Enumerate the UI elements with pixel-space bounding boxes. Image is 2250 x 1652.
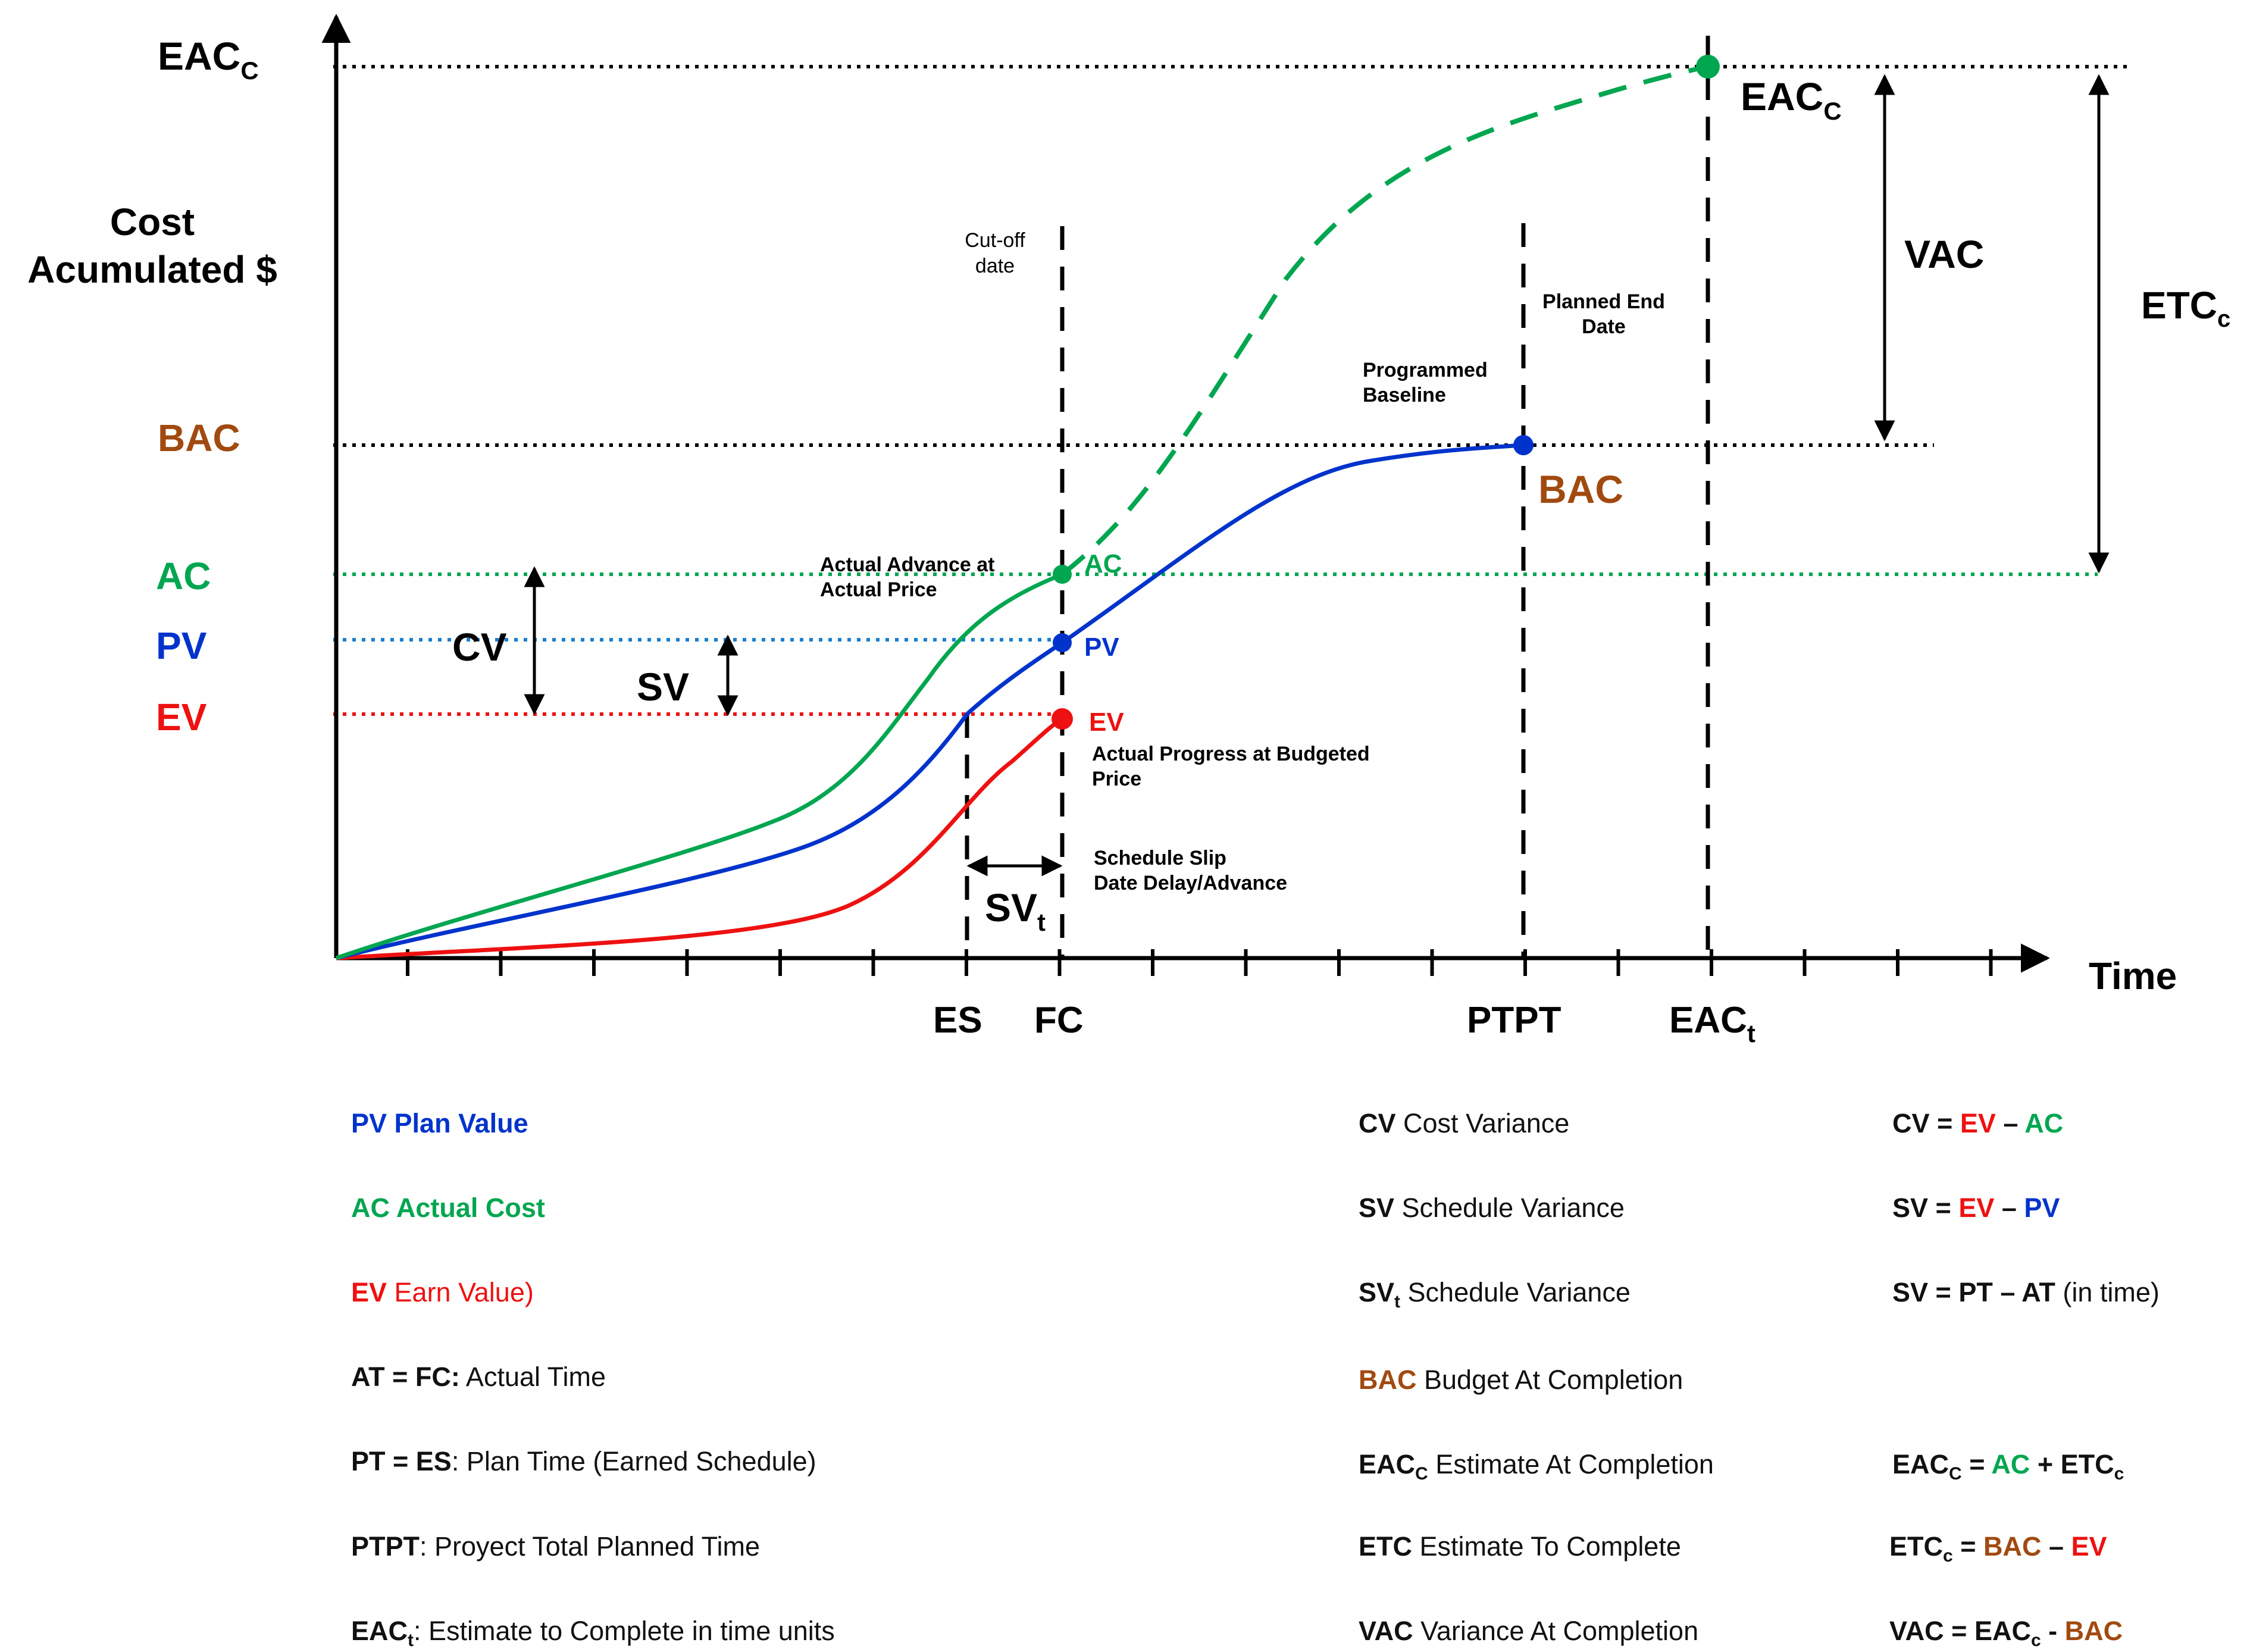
cutoff-label-line1: Cut-off — [965, 229, 1025, 252]
planned-end-label-line1: Planned End — [1542, 290, 1665, 313]
actual-advance-line2: Actual Price — [820, 578, 937, 601]
actual-progress-line1: Actual Progress at Budgeted — [1092, 743, 1370, 765]
point-label-bac: BAC — [1538, 467, 1623, 511]
pv-curve — [336, 443, 1524, 960]
actual-advance-line1: Actual Advance at — [820, 553, 995, 576]
label-vac: VAC — [1904, 232, 1984, 276]
schedule-slip-line1: Schedule Slip — [1094, 847, 1226, 869]
label-fc: FC — [1034, 1000, 1084, 1041]
eac-point — [1696, 55, 1720, 79]
eac-forecast-curve — [1060, 64, 1708, 577]
ac-curve — [335, 572, 1063, 960]
bac-point — [1513, 435, 1534, 455]
programmed-label-line1: Programmed — [1363, 359, 1488, 381]
ev-point — [1052, 708, 1073, 730]
ev-curve — [336, 717, 1063, 960]
programmed-label-line2: Baseline — [1363, 384, 1446, 406]
label-ac-level: AC — [156, 555, 211, 597]
label-ev-level: EV — [156, 696, 207, 739]
x-axis-title: Time — [2089, 955, 2177, 997]
y-axis-title-line1: Cost — [110, 201, 195, 243]
label-pv-level: PV — [156, 624, 207, 667]
planned-end-label-line2: Date — [1582, 315, 1626, 338]
x-axis-ticks — [406, 949, 1993, 976]
label-etc: ETCc — [2141, 284, 2230, 332]
point-label-ev: EV — [1089, 708, 1124, 737]
label-es: ES — [933, 1000, 982, 1041]
label-ptpt: PTPT — [1467, 1000, 1561, 1041]
label-eacc-level: EACC — [158, 34, 259, 85]
label-eact: EACt — [1669, 1000, 1755, 1047]
cutoff-label-line2: date — [975, 255, 1015, 277]
y-axis-title-line2: Acumulated $ — [27, 248, 277, 291]
point-label-pv: PV — [1084, 633, 1119, 662]
point-label-ac: AC — [1084, 549, 1122, 578]
label-eacc-right: EACC — [1741, 74, 1842, 125]
label-svt: SVt — [985, 886, 1046, 936]
ac-point — [1053, 565, 1072, 584]
actual-progress-line2: Price — [1092, 768, 1141, 790]
pv-point — [1053, 633, 1072, 652]
schedule-slip-line2: Date Delay/Advance — [1094, 872, 1287, 894]
label-cv: CV — [452, 625, 507, 669]
label-sv: SV — [637, 665, 689, 709]
label-bac-level: BAC — [158, 417, 240, 459]
